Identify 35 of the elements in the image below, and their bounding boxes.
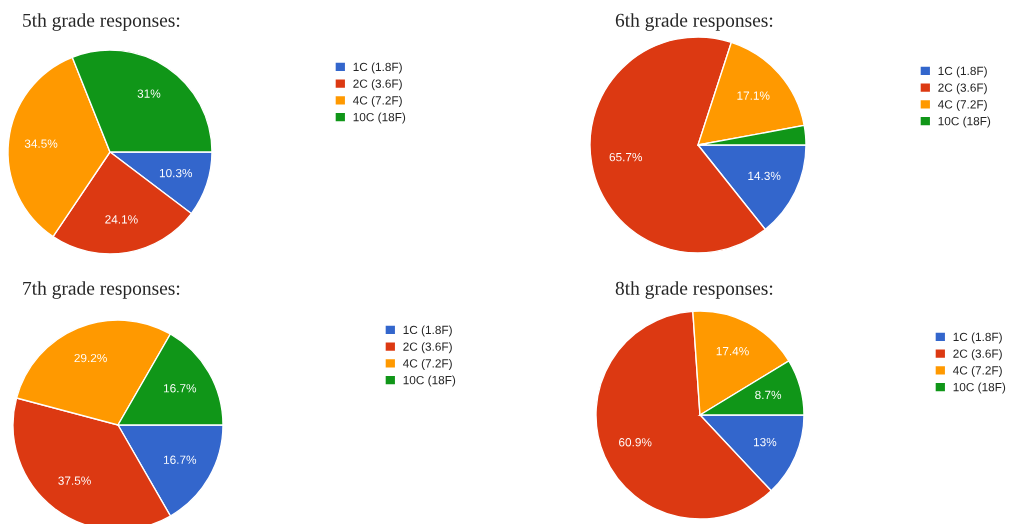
legend-label: 10C (18F): [353, 112, 406, 124]
data-label: 16.7%: [163, 455, 197, 464]
legend-label: 4C (7.2F): [937, 99, 987, 111]
legend-label: 10C (18F): [938, 116, 991, 128]
chart-title: 6th grade responses:: [615, 13, 773, 31]
data-label: 8.7%: [755, 390, 782, 400]
legend-label: 2C (3.6F): [953, 349, 1002, 361]
data-label: 16.7%: [163, 384, 197, 393]
data-label: 14.3%: [748, 171, 781, 181]
data-label: 17.4%: [716, 347, 749, 356]
data-label: 37.5%: [58, 476, 91, 485]
legend-label: 10C (18F): [403, 375, 456, 387]
chart-title: 8th grade responses:: [615, 281, 773, 299]
data-label: 34.5%: [24, 139, 58, 148]
data-label: 31%: [137, 89, 161, 98]
legend-label: 2C (3.6F): [353, 79, 402, 91]
data-label: 10.3%: [159, 168, 193, 178]
legend-label: 4C (7.2F): [402, 358, 452, 370]
legend-label: 1C (1.8F): [403, 325, 452, 337]
data-label: 29.2%: [74, 353, 107, 363]
legend-label: 1C (1.8F): [353, 62, 402, 74]
data-label: 65.7%: [609, 152, 643, 162]
legend-label: 2C (3.6F): [938, 83, 987, 95]
legend-label: 4C (7.2F): [952, 365, 1002, 377]
legend-label: 1C (1.8F): [938, 66, 987, 78]
legend-label: 10C (18F): [953, 382, 1006, 394]
data-label: 13%: [753, 437, 777, 447]
data-label: 60.9%: [619, 438, 652, 447]
chart-title: 7th grade responses:: [23, 281, 180, 299]
legend-label: 4C (7.2F): [352, 95, 402, 107]
data-label: 24.1%: [105, 215, 138, 224]
legend-label: 1C (1.8F): [953, 332, 1002, 344]
chart-title: 5th grade responses:: [23, 13, 180, 31]
legend-label: 2C (3.6F): [403, 342, 452, 354]
data-label: 17.1%: [737, 91, 770, 100]
